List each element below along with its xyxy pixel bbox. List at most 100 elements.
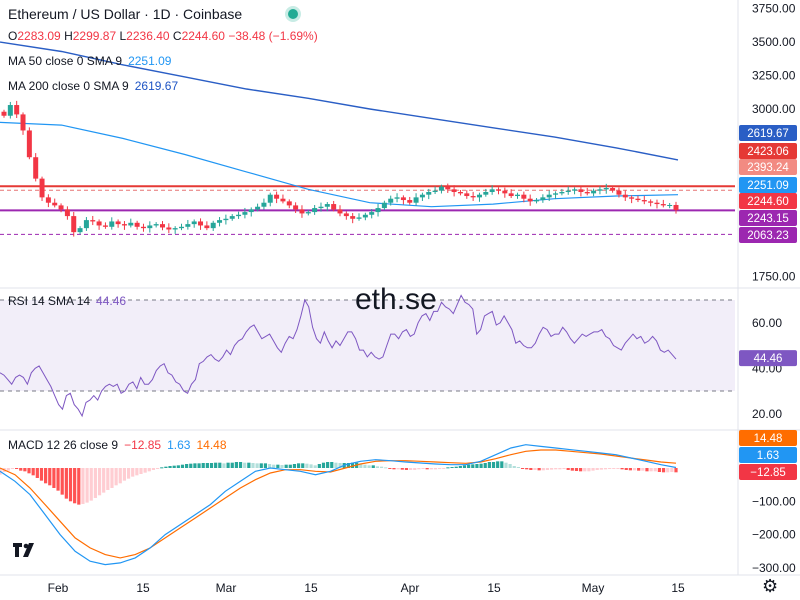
macd-hist-bar: [558, 468, 562, 470]
ma50-legend[interactable]: MA 50 close 0 SMA 9 2251.09: [8, 54, 171, 68]
candle-body: [217, 220, 223, 223]
candle-body: [559, 192, 565, 194]
macd-value-box: [739, 464, 797, 480]
ma200-legend[interactable]: MA 200 close 0 SMA 9 2619.67: [8, 79, 178, 93]
candle-body: [115, 221, 121, 225]
macd-hist-bar: [44, 468, 48, 484]
candle-body: [527, 198, 533, 202]
price-label-text: 2063.23: [747, 230, 789, 242]
candle-body: [565, 190, 571, 193]
macd-hist-bar: [624, 468, 628, 470]
price-tick-label: 3500.00: [752, 35, 796, 49]
macd-hist-bar: [205, 463, 209, 468]
settings-gear-icon[interactable]: ⚙: [762, 576, 779, 596]
macd-hist-bar: [97, 468, 102, 496]
macd-hist-bar: [388, 468, 392, 469]
candle-body: [470, 196, 476, 198]
candle-body: [331, 204, 337, 210]
macd-hist-bar: [209, 463, 214, 468]
rsi-legend[interactable]: RSI 14 SMA 14 44.46: [8, 294, 126, 308]
macd-hist-bar: [218, 462, 222, 468]
candle-body: [546, 194, 552, 198]
candle-body: [248, 209, 254, 213]
macd-hist-bar: [102, 468, 106, 493]
candle-body: [26, 130, 32, 158]
macd-hist-bar: [404, 468, 409, 470]
candle-body: [166, 227, 172, 230]
tradingview-logo[interactable]: [12, 540, 38, 560]
macd-hist-bar: [359, 463, 363, 468]
chart-title: Ethereum / US Dollar · 1D · Coinbase: [8, 6, 243, 22]
ma200-line: [0, 41, 679, 161]
macd-hist-bar: [653, 468, 657, 472]
macd-hist-bar: [566, 468, 570, 470]
macd-hist-bar: [612, 468, 616, 469]
candle-body: [350, 216, 356, 219]
candle-body: [185, 224, 191, 227]
macd-legend[interactable]: MACD 12 26 close 9 −12.85 1.63 14.48: [8, 438, 227, 452]
macd-hist-bar: [417, 468, 421, 470]
macd-hist-bar: [549, 468, 554, 470]
macd-hist-bar: [467, 464, 471, 468]
rsi-value-text: 44.46: [754, 353, 783, 365]
macd-hist-bar: [446, 467, 450, 469]
price-label-text: 2244.60: [747, 196, 789, 208]
macd-hist-bar: [151, 468, 156, 470]
candle-body: [534, 200, 540, 202]
macd-hist-bar: [670, 468, 674, 472]
macd-hist-bar: [367, 465, 371, 468]
candle-body: [153, 224, 159, 226]
close-value: 2244.60: [181, 29, 225, 43]
candle-body: [394, 197, 400, 199]
macd-hist-bar: [516, 467, 521, 469]
candle-body: [610, 187, 616, 191]
low-value: 2236.40: [126, 29, 170, 43]
ma200-value: 2619.67: [134, 79, 179, 93]
macd-hist-bar: [226, 462, 230, 468]
candle-body: [318, 206, 324, 209]
macd-hist-bar: [616, 468, 620, 469]
x-tick-label: May: [582, 581, 605, 595]
candle-body: [102, 225, 108, 227]
macd-hist-bar: [570, 468, 574, 471]
macd-hist-bar: [346, 463, 350, 468]
macd-hist-bar: [392, 468, 396, 470]
candle-body: [426, 192, 432, 195]
x-tick-label: Apr: [401, 581, 420, 595]
macd-hist-bar: [180, 464, 185, 468]
price-tick-label: 3750.00: [752, 2, 796, 16]
high-value: 2299.87: [72, 29, 117, 43]
candle-body: [286, 201, 292, 206]
candle-body: [381, 202, 387, 209]
macd-hist-bar: [164, 466, 168, 468]
macd-hist-bar: [267, 464, 272, 468]
macd-hist-bar: [60, 468, 64, 495]
macd-hist-bar: [135, 468, 139, 476]
macd-hist-bar: [533, 468, 537, 470]
rsi-label: RSI 14 SMA 14: [8, 294, 91, 308]
macd-hist-bar: [6, 468, 10, 471]
macd-hist-bar: [371, 465, 375, 468]
candle-body: [159, 224, 165, 228]
candle-body: [96, 221, 102, 226]
macd-hist-bar: [201, 463, 205, 468]
macd-hist-bar: [122, 468, 127, 481]
price-label-text: 2619.67: [747, 128, 789, 140]
candle-body: [489, 189, 495, 193]
macd-hist-bar: [276, 464, 280, 468]
candle-body: [191, 221, 197, 225]
macd-hist-bar: [321, 462, 326, 468]
rsi-value: 44.46: [96, 294, 127, 308]
candle-body: [369, 212, 375, 215]
macd-hist-bar: [363, 464, 367, 468]
price-tick-label: 3000.00: [752, 102, 796, 116]
candle-body: [20, 114, 26, 131]
macd-hist-bar: [48, 468, 52, 486]
macd-hist-bar: [574, 468, 579, 471]
price-tick-label: 3250.00: [752, 69, 796, 83]
macd-hist-bar: [504, 462, 508, 468]
candle-body: [597, 189, 603, 191]
candle-body: [603, 187, 609, 190]
macd-hist-bar: [251, 463, 255, 468]
